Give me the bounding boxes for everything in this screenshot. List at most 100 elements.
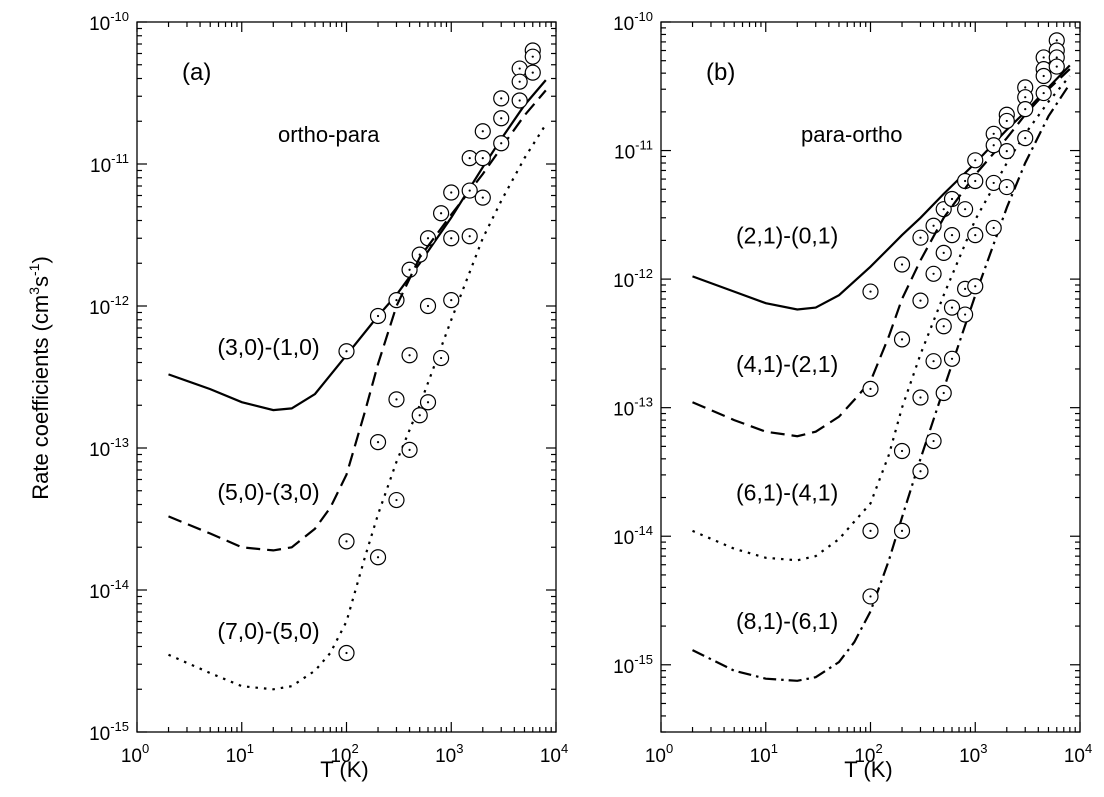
data-point-marker <box>912 292 929 309</box>
data-point-marker <box>967 172 984 190</box>
y-tick-label: 10-10 <box>613 9 653 35</box>
data-point-marker <box>511 92 528 109</box>
region-label: para-ortho <box>801 122 903 147</box>
data-point-marker <box>524 64 541 81</box>
panel-a: 100 101 102 103 104 10-15 10-14 10-13 10-12 10-11… <box>89 9 568 782</box>
series-line <box>168 123 547 691</box>
data-point-marker <box>493 135 510 152</box>
y-tick-label: 10-15 <box>89 719 129 745</box>
data-point-marker <box>1048 58 1065 75</box>
series-group: (8,1)-(6,1) <box>692 58 1071 682</box>
data-point-marker <box>967 152 984 169</box>
series-group: (7,0)-(5,0) <box>168 64 547 691</box>
x-tick-label: 103 <box>959 741 987 767</box>
data-point-marker <box>943 350 961 367</box>
data-point-marker <box>1017 101 1034 118</box>
data-point-marker <box>401 441 418 458</box>
data-point-marker <box>956 306 974 323</box>
data-point-marker <box>935 318 952 335</box>
data-point-marker <box>411 407 428 424</box>
series-line <box>692 64 1071 311</box>
data-point-marker <box>369 307 387 325</box>
data-point-marker <box>967 226 984 244</box>
data-point-marker <box>401 261 418 278</box>
data-point-marker <box>935 244 952 261</box>
series-label: (6,1)-(4,1) <box>736 479 838 505</box>
data-point-marker <box>862 588 879 605</box>
data-point-marker <box>862 283 879 300</box>
y-tick-label: 10-14 <box>613 523 653 549</box>
data-point-marker <box>912 463 929 480</box>
data-point-marker <box>985 219 1002 237</box>
series-label: (8,1)-(6,1) <box>736 608 838 634</box>
x-tick-label: 103 <box>435 741 463 767</box>
data-point-marker <box>893 256 911 273</box>
data-point-marker <box>461 182 478 199</box>
data-point-marker <box>862 380 879 397</box>
x-axis-title: T (K) <box>844 757 892 782</box>
data-point-marker <box>461 228 478 245</box>
data-point-marker <box>474 123 491 140</box>
x-tick-label: 102 <box>854 741 882 767</box>
data-point-marker <box>388 391 405 408</box>
y-axis-title: Rate coefficients (cm3s-1) <box>26 256 53 500</box>
series-label: (5,0)-(3,0) <box>217 479 319 505</box>
y-tick-label: 10-13 <box>89 435 129 461</box>
y-tick-label: 10-13 <box>613 395 653 421</box>
y-tick-label: 10-10 <box>89 9 129 35</box>
data-point-marker <box>443 184 460 201</box>
y-tick-label: 10-11 <box>90 151 129 177</box>
data-point-marker <box>369 549 387 566</box>
data-point-marker <box>943 226 961 244</box>
region-label: ortho-para <box>278 122 380 147</box>
data-point-marker <box>998 112 1015 130</box>
data-point-marker <box>925 353 942 370</box>
series-group: (6,1)-(4,1) <box>692 49 1071 562</box>
y-tick-label: 10-15 <box>613 652 653 678</box>
series-label: (4,1)-(2,1) <box>736 351 838 377</box>
y-tick-label: 10-14 <box>89 577 129 603</box>
series-group: (4,1)-(2,1) <box>692 42 1071 438</box>
panel-label: (a) <box>182 59 211 86</box>
series-group: (5,0)-(3,0) <box>168 48 547 552</box>
series-line <box>692 68 1071 438</box>
data-point-marker <box>419 394 437 411</box>
data-point-marker <box>411 246 428 263</box>
data-point-marker <box>925 217 942 234</box>
data-point-marker <box>1035 84 1052 102</box>
data-point-marker <box>419 297 437 315</box>
data-point-marker <box>935 384 952 402</box>
x-tick-label: 100 <box>121 741 149 767</box>
data-point-marker <box>912 389 929 406</box>
data-point-marker <box>338 533 355 550</box>
x-axis-title: T (K) <box>320 757 368 782</box>
data-point-marker <box>474 189 491 206</box>
y-tick-label: 10-12 <box>613 266 653 292</box>
series-group: (2,1)-(0,1) <box>692 32 1071 311</box>
y-tick-label: 10-11 <box>614 138 653 164</box>
data-point-marker <box>967 278 984 295</box>
data-point-marker <box>998 178 1015 196</box>
data-point-marker <box>862 522 879 540</box>
data-point-marker <box>493 90 510 107</box>
series-line <box>692 75 1071 562</box>
series-line <box>168 89 547 552</box>
series-group: (3,0)-(1,0) <box>168 42 547 412</box>
data-point-marker <box>893 522 911 540</box>
x-tick-label: 102 <box>330 741 358 767</box>
data-point-marker <box>943 299 961 316</box>
data-point-marker <box>401 347 418 364</box>
panel-label: (b) <box>706 59 735 86</box>
data-point-marker <box>524 48 541 65</box>
data-point-marker <box>432 349 450 367</box>
x-tick-label: 101 <box>750 741 778 767</box>
data-point-marker <box>956 201 974 218</box>
series-label: (7,0)-(5,0) <box>217 618 319 644</box>
data-point-marker <box>493 110 510 127</box>
data-point-marker <box>338 343 355 360</box>
series-label: (2,1)-(0,1) <box>736 222 838 248</box>
x-tick-label: 104 <box>540 741 568 767</box>
data-point-marker <box>893 331 911 348</box>
data-point-marker <box>432 205 450 222</box>
